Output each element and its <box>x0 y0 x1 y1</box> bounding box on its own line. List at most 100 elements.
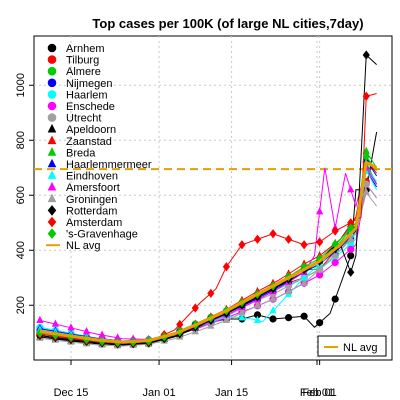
point-groningen <box>347 234 355 242</box>
legend-label-tilburg: Tilburg <box>66 55 99 67</box>
point-eindhoven <box>269 306 277 314</box>
point-eindhoven <box>300 273 308 281</box>
legend-label-zaanstad: Zaanstad <box>66 136 112 148</box>
point-amsterdam <box>331 226 339 236</box>
point-arnhem <box>300 312 308 320</box>
legend-marker-haarlem <box>47 90 57 99</box>
legend-label-amsterdam: Amsterdam <box>66 217 122 229</box>
legend-marker-zaanstad <box>47 135 57 145</box>
legend-label-nl-avg: NL avg <box>66 240 100 252</box>
point-amsterdam <box>347 218 355 228</box>
legend-marker-tilburg <box>47 55 57 64</box>
point-amersfoort <box>36 315 44 323</box>
legend-marker-arnhem <box>47 43 57 53</box>
x-tick-label: Jan 15 <box>215 387 248 399</box>
point-amsterdam <box>191 303 199 313</box>
x-tick-label: Feb 01 <box>303 387 337 399</box>
point-amsterdam <box>238 240 246 250</box>
legend-marker-breda <box>47 147 57 156</box>
legend-label-s-gravenhage: 's-Gravenhage <box>66 229 138 241</box>
series-layer <box>34 50 392 349</box>
plot-box <box>33 35 393 361</box>
point-amsterdam <box>362 91 370 101</box>
legend-label-eindhoven: Eindhoven <box>66 171 118 183</box>
point-amsterdam <box>222 262 230 272</box>
point-amsterdam <box>207 288 215 298</box>
legend-label-amersfoort: Amersfoort <box>66 182 120 194</box>
legend-label-haarlemmermeer: Haarlemmermeer <box>66 159 152 171</box>
legend-marker-s-gravenhage <box>47 228 57 239</box>
avg-legend-box <box>317 335 387 357</box>
point-rotterdam <box>347 267 355 277</box>
point-groningen <box>269 294 277 302</box>
point-amersfoort <box>67 323 75 331</box>
point-groningen <box>300 278 308 286</box>
legend-marker-eindhoven <box>47 170 57 179</box>
legend-marker-rotterdam <box>47 205 57 216</box>
point-amersfoort <box>98 330 106 338</box>
legend-label-rotterdam: Rotterdam <box>66 205 117 217</box>
point-enschede <box>316 271 324 279</box>
point-s-gravenhage <box>300 262 308 272</box>
legend-label-haarlem: Haarlem <box>66 89 108 101</box>
point-amersfoort <box>316 207 324 215</box>
chart-title: Top cases per 100K (of large NL cities,7… <box>92 16 363 31</box>
point-amsterdam <box>253 234 262 244</box>
point-arnhem <box>347 252 355 260</box>
point-amsterdam <box>269 229 277 239</box>
legend-label-arnhem: Arnhem <box>66 43 105 55</box>
point-arnhem <box>253 311 262 319</box>
avg-legend-label: NL avg <box>343 342 377 354</box>
nl-avg-line <box>39 159 378 344</box>
point-groningen <box>238 308 246 316</box>
legend-marker-haarlemmermeer <box>47 158 57 168</box>
legend-label-breda: Breda <box>66 147 96 159</box>
y-tick-label: 800 <box>15 131 27 149</box>
legend-marker-apeldoorn <box>47 123 57 133</box>
x-tick-label: Dec 15 <box>54 387 89 399</box>
point-groningen <box>253 301 262 309</box>
legend-marker-amersfoort <box>47 181 57 191</box>
legend-marker-nijmegen <box>47 78 57 88</box>
point-groningen <box>316 264 324 273</box>
legend-label-nijmegen: Nijmegen <box>66 78 112 90</box>
point-groningen <box>207 321 215 329</box>
point-arnhem <box>316 319 324 327</box>
point-enschede <box>347 245 355 253</box>
x-tick-label: Feb 01 <box>300 387 334 399</box>
y-tick-label: 1000 <box>15 73 27 97</box>
point-s-gravenhage <box>362 152 370 162</box>
point-amersfoort <box>347 185 355 193</box>
point-eindhoven <box>238 313 246 321</box>
point-groningen <box>222 315 230 323</box>
axes: 200 400 600 800 1000 Dec 15 Jan 01 Jan 15 Feb 01… <box>15 73 337 399</box>
y-tick-label: 600 <box>15 186 27 204</box>
legend-marker-groningen <box>47 193 57 203</box>
series-line-rotterdam <box>39 53 377 345</box>
point-amsterdam <box>316 237 324 247</box>
y-tick-label: 400 <box>15 241 27 259</box>
point-amsterdam <box>284 234 293 244</box>
point-groningen <box>284 286 293 295</box>
point-amersfoort <box>51 319 60 327</box>
point-arnhem <box>284 314 293 322</box>
point-arnhem <box>269 315 277 323</box>
point-breda <box>362 146 370 154</box>
point-amersfoort <box>114 333 122 341</box>
point-rotterdam <box>362 50 370 60</box>
point-arnhem <box>331 295 339 303</box>
point-enschede <box>331 259 339 267</box>
legend-label-almere: Almere <box>66 66 101 78</box>
legend-marker-amsterdam <box>47 216 57 228</box>
legend-label-apeldoorn: Apeldoorn <box>66 124 116 136</box>
legend-label-enschede: Enschede <box>66 101 115 113</box>
legend-marker-enschede <box>47 101 57 111</box>
point-amsterdam <box>300 240 308 250</box>
point-amsterdam <box>176 319 184 330</box>
y-tick-label: 200 <box>15 296 27 314</box>
x-tick-label: Jan 01 <box>143 387 176 399</box>
point-amersfoort <box>82 326 91 335</box>
point-s-gravenhage <box>347 223 355 233</box>
legend: ArnhemTilburgAlmereNijmegenHaarlemEnsche… <box>46 43 387 357</box>
